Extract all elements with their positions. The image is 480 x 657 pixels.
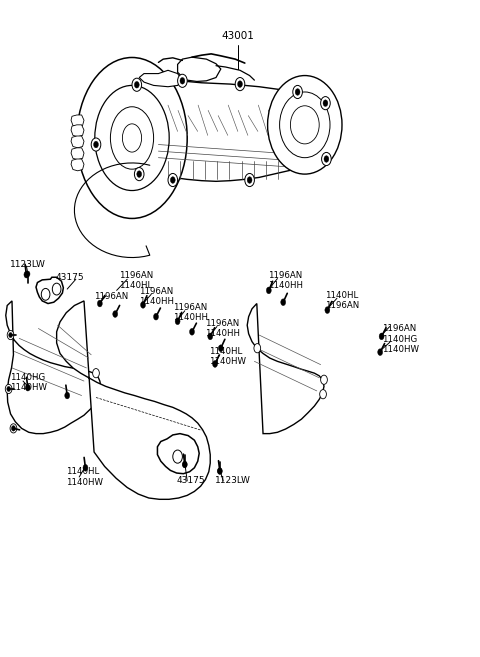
Polygon shape [71,148,84,160]
Circle shape [238,81,242,87]
Text: 1123LW: 1123LW [10,260,46,269]
Text: 1196AN
1140HH: 1196AN 1140HH [205,319,240,338]
Circle shape [254,344,261,353]
Circle shape [295,89,300,95]
Circle shape [281,299,286,306]
Circle shape [94,141,98,148]
Circle shape [134,168,144,181]
Polygon shape [71,115,84,127]
Circle shape [52,283,61,295]
Polygon shape [134,81,326,181]
Ellipse shape [77,58,187,219]
Circle shape [217,468,222,474]
Circle shape [321,97,330,110]
Circle shape [137,171,142,177]
Circle shape [323,100,328,106]
Circle shape [9,332,12,338]
Circle shape [218,345,223,351]
Circle shape [7,386,11,392]
Circle shape [247,177,252,183]
Circle shape [324,156,329,162]
Circle shape [10,424,17,433]
Circle shape [25,384,30,391]
Circle shape [266,287,271,294]
Circle shape [180,78,185,84]
Circle shape [93,369,99,378]
Text: 43001: 43001 [221,31,254,41]
Circle shape [134,81,139,88]
Circle shape [24,271,29,278]
Text: 1196AN: 1196AN [382,324,416,333]
Circle shape [168,173,178,187]
Text: 1196AN: 1196AN [94,292,128,301]
Circle shape [322,152,331,166]
Polygon shape [247,304,324,434]
Circle shape [154,313,158,320]
Polygon shape [36,277,63,304]
Polygon shape [178,57,221,81]
Circle shape [213,361,217,367]
Circle shape [208,333,213,340]
Circle shape [183,462,187,467]
Circle shape [379,333,384,340]
Circle shape [97,300,102,307]
Circle shape [7,330,14,340]
Text: 1123LW: 1123LW [215,476,251,486]
Text: 1196AN
1140HH: 1196AN 1140HH [139,287,174,306]
Circle shape [218,468,222,474]
Circle shape [26,271,30,277]
Circle shape [65,392,70,399]
Polygon shape [71,159,84,171]
Polygon shape [71,136,84,148]
Polygon shape [71,125,84,137]
Polygon shape [139,70,182,87]
Text: 1196AN
1140HH: 1196AN 1140HH [268,271,303,290]
Text: 1140HL
1140HW: 1140HL 1140HW [66,468,103,486]
Circle shape [182,461,187,468]
Circle shape [321,375,327,384]
Ellipse shape [122,124,142,152]
Text: 1140HL
1196AN: 1140HL 1196AN [325,291,360,309]
Polygon shape [57,301,210,499]
Text: 1196AN
1140HL: 1196AN 1140HL [119,271,153,290]
Circle shape [235,78,245,91]
Circle shape [132,78,142,91]
Text: 1140HL
1140HW: 1140HL 1140HW [209,348,246,366]
Polygon shape [157,434,199,474]
Text: 1196AN
1140HH: 1196AN 1140HH [173,304,208,322]
Circle shape [325,307,330,313]
Circle shape [170,177,175,183]
Text: 1140HG
1140HW: 1140HG 1140HW [382,335,419,353]
Circle shape [175,318,180,325]
Polygon shape [6,301,101,434]
Ellipse shape [268,76,342,174]
Circle shape [245,173,254,187]
Text: 43175: 43175 [55,273,84,283]
Circle shape [378,349,383,355]
Circle shape [173,450,182,463]
Text: 43175: 43175 [177,476,205,486]
Circle shape [141,302,145,308]
Circle shape [5,384,12,394]
Circle shape [91,138,101,151]
Circle shape [178,74,187,87]
Circle shape [41,288,50,300]
Circle shape [320,390,326,399]
Circle shape [83,464,88,471]
Text: 1140HG
1140HW: 1140HG 1140HW [10,373,47,392]
Circle shape [190,328,194,335]
Circle shape [12,426,15,431]
Circle shape [293,85,302,99]
Circle shape [113,311,118,317]
